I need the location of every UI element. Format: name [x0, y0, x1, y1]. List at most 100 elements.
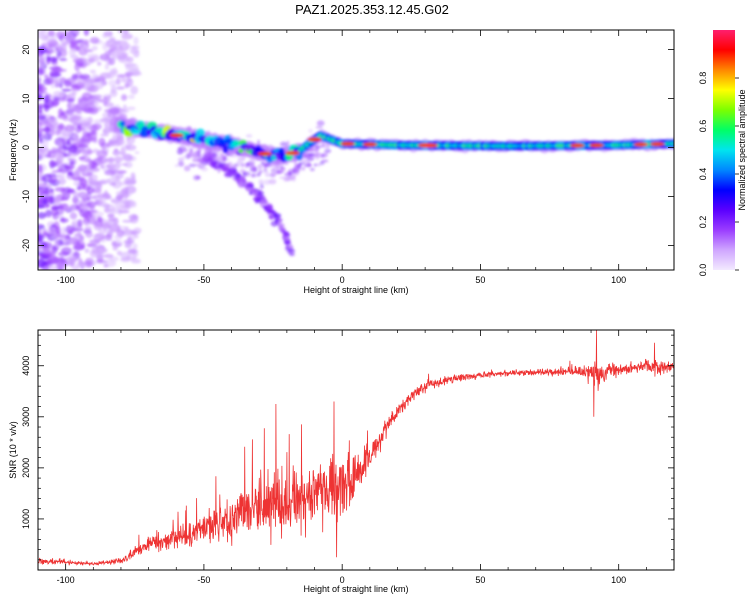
spectrogram-cell: [134, 151, 140, 155]
spectrogram-cell: [57, 173, 62, 179]
spectrogram-cell: [115, 77, 121, 85]
spectrogram-cell: [41, 199, 49, 206]
spectrogram-cell: [277, 169, 284, 174]
colorbar-ticks: 0.0 0.2 0.4 0.6 0.8: [698, 72, 739, 276]
spectrogram-cell: [103, 253, 114, 259]
spectrogram-cell: [263, 170, 270, 175]
spectrogram-cell: [81, 92, 93, 101]
spectrogram-cell: [99, 179, 111, 185]
spectrogram-cell: [38, 120, 42, 129]
spectrogram-cell: [54, 187, 66, 192]
spectrogram-cell: [423, 143, 438, 148]
spectrogram-cell: [308, 152, 315, 158]
spectrogram-cell: [177, 157, 185, 162]
spectrogram-cell: [197, 166, 204, 169]
spectrogram-cell: [91, 245, 100, 255]
snr-x-tick-label: 100: [611, 575, 626, 585]
snr-y-tick-label: 1000: [21, 509, 31, 529]
spectrogram-cell: [294, 164, 301, 168]
spectrogram-cell: [122, 153, 133, 161]
spectrogram-cell: [40, 30, 47, 37]
spectrogram-cell: [79, 42, 90, 50]
spectrogram-cell: [235, 178, 241, 182]
spectrogram-cell: [108, 57, 116, 66]
spectrogram-cell: [96, 216, 102, 222]
spectrogram-cell: [116, 250, 123, 256]
spectrogram-cell: [82, 211, 94, 219]
spectrogram-cell: [86, 209, 99, 214]
spectrogram-cell: [53, 77, 65, 83]
spectrogram-marks: [38, 30, 674, 270]
spectrogram-y-tick-label: 0: [21, 145, 31, 150]
spectrogram-cell: [42, 245, 50, 253]
spectrogram-cell: [248, 158, 256, 166]
spectrogram-cell: [80, 134, 93, 143]
spectrogram-cell: [120, 198, 129, 204]
spectrogram-cell: [42, 267, 51, 270]
spectrogram-cell: [130, 63, 139, 72]
spectrogram-cell: [64, 33, 74, 40]
spectrogram-cell: [276, 218, 283, 222]
spectrogram-cell: [313, 163, 317, 167]
spectrogram-cell: [59, 57, 68, 62]
spectrogram-cell: [72, 115, 83, 120]
spectrogram-cell: [125, 65, 132, 71]
snr-y-axis-label: SNR (10 * v/v): [8, 421, 18, 479]
spectrogram-cell: [169, 133, 184, 138]
spectrogram-cell: [218, 162, 224, 169]
spectrogram-cell: [44, 126, 50, 134]
spectrogram-cell: [80, 205, 90, 211]
spectrogram-cell: [57, 114, 68, 120]
spectrogram-cell: [64, 204, 70, 211]
spectrogram-cell: [316, 120, 325, 127]
spectrogram-cell: [87, 116, 93, 126]
spectrogram-cell: [53, 233, 61, 239]
snr-panel: -100 -50 0 50 100 1000 2000 3000 4000 Height of …: [8, 329, 675, 594]
spectrogram-cell: [57, 161, 65, 170]
spectrogram-cell: [130, 85, 139, 95]
spectrogram-cell: [130, 230, 140, 235]
spectrogram-cell: [38, 83, 45, 89]
spectrogram-cell: [125, 144, 137, 151]
colorbar-tick-label: 0.8: [698, 72, 708, 85]
spectrogram-cell: [126, 135, 136, 145]
spectrogram-cell: [74, 39, 84, 43]
spectrogram-cell: [109, 89, 118, 98]
spectrogram-cell: [322, 159, 329, 163]
snr-frame: [37, 329, 675, 571]
spectrogram-cell: [120, 257, 131, 263]
spectrogram-cell: [50, 249, 56, 259]
spectrogram-cell: [78, 156, 86, 160]
spectrogram-cell: [286, 250, 295, 255]
spectrogram-cell: [222, 144, 229, 154]
spectrogram-cell: [115, 170, 127, 174]
spectrogram-cell: [46, 39, 59, 47]
spectrogram-cell: [85, 81, 91, 89]
spectrogram-cell: [126, 106, 136, 111]
spectrogram-cell: [70, 88, 81, 92]
spectrogram-cell: [269, 172, 276, 178]
spectrogram-cell: [69, 159, 75, 166]
spectrogram-cell: [63, 164, 76, 170]
spectrogram-cell: [85, 231, 93, 238]
spectrogram-cell: [61, 130, 72, 137]
spectrogram-cell: [98, 137, 106, 147]
spectrogram-cell: [38, 224, 45, 230]
spectrogram-cell: [86, 186, 95, 195]
spectrogram-cell: [114, 151, 127, 155]
spectrogram-y-tick-label: 10: [21, 94, 31, 104]
spectrogram-cell: [99, 249, 108, 253]
spectrogram-cell: [55, 129, 61, 136]
spectrogram-cell: [38, 52, 41, 58]
spectrogram-y-tick-label: -10: [21, 190, 31, 203]
spectrogram-cell: [177, 160, 185, 167]
spectrogram-y-axis-label: Frequency (Hz): [8, 119, 18, 181]
spectrogram-cell: [61, 226, 66, 236]
spectrogram-cell: [75, 168, 86, 174]
spectrogram-cell: [84, 248, 90, 254]
spectrogram-cell: [107, 110, 116, 119]
spectrogram-cell: [242, 171, 251, 177]
spectrogram-cell: [78, 100, 90, 109]
